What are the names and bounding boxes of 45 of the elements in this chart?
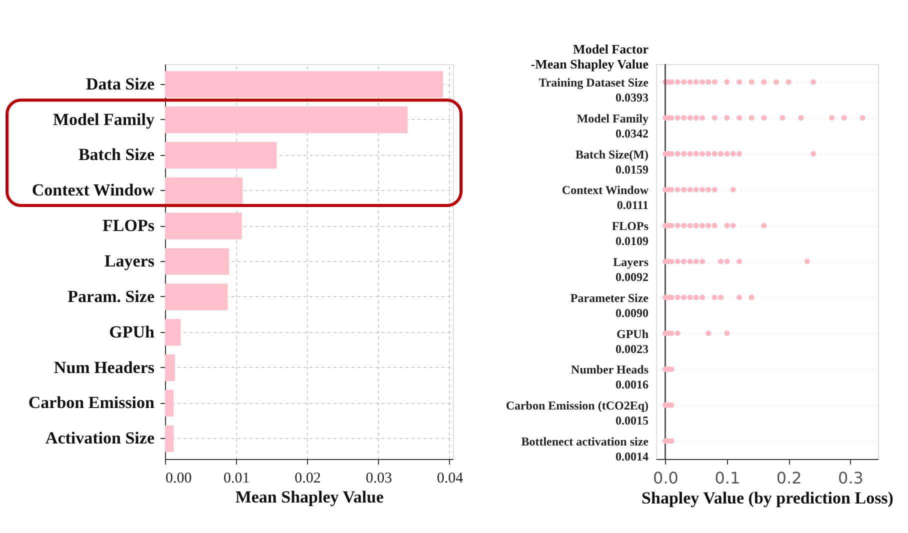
y-tick-label: Context Window (32, 180, 156, 200)
y-tick-label: Training Dataset Size 0.0393 (538, 75, 650, 104)
y-tick-label: Model Family 0.0342 (576, 111, 648, 140)
y-tick-label: Data Size (86, 74, 155, 94)
y-axis-title: Model Factor -Mean Shapley Value (530, 42, 649, 72)
y-tick-label: Param. Size (68, 286, 155, 306)
bar (165, 390, 174, 416)
x-axis-title: Mean Shapley Value (235, 488, 384, 506)
y-tick-label: Context Window 0.0111 (562, 183, 649, 212)
y-tick-label: Parameter Size 0.0090 (570, 290, 650, 320)
bar (165, 248, 229, 275)
bar (165, 319, 181, 346)
y-tick-label: Batch Size (78, 145, 155, 164)
y-tick-label: Num Headers (54, 358, 155, 377)
bar (165, 425, 174, 452)
x-tick-label: 0.01 (223, 470, 250, 486)
x-tick-label: 0.03 (366, 470, 392, 486)
y-tick-label: Carbon Emission (28, 393, 156, 412)
x-axis-title: Shapley Value (by prediction Loss) (642, 488, 894, 508)
bar (165, 212, 242, 240)
y-tick-label: Number Heads 0.0016 (571, 362, 649, 392)
bar (165, 354, 175, 382)
bar (165, 284, 228, 310)
x-tick-label: 0.00 (166, 470, 192, 486)
x-tick-label: 0.1 (714, 468, 740, 488)
bar (165, 106, 408, 134)
y-tick-label: GPUh (109, 322, 156, 342)
y-tick-label: GPUh 0.0023 (616, 326, 649, 356)
x-tick-label: 0.04 (436, 470, 464, 486)
y-tick-label: FLOPs 0.0109 (612, 219, 649, 248)
y-tick-label: Model Family (52, 110, 155, 129)
bar (165, 142, 277, 169)
x-tick-label: 0.2 (776, 468, 802, 488)
x-tick-label: 0.02 (294, 470, 321, 486)
bar (165, 71, 444, 98)
x-tick-label: 0.0 (653, 468, 678, 488)
y-tick-label: FLOPs (102, 216, 155, 236)
bar (165, 177, 243, 204)
y-tick-label: Layers (104, 252, 155, 270)
y-tick-label: Bottlenect activation size 0.0014 (521, 434, 650, 464)
y-tick-label: Batch Size(M) 0.0159 (576, 147, 648, 176)
x-tick-label: 0.3 (838, 468, 864, 488)
y-tick-label: Carbon Emission (tCO2Eq) 0.0015 (506, 398, 649, 428)
y-tick-label: Activation Size (45, 428, 155, 448)
y-tick-label: Layers 0.0092 (613, 255, 649, 284)
